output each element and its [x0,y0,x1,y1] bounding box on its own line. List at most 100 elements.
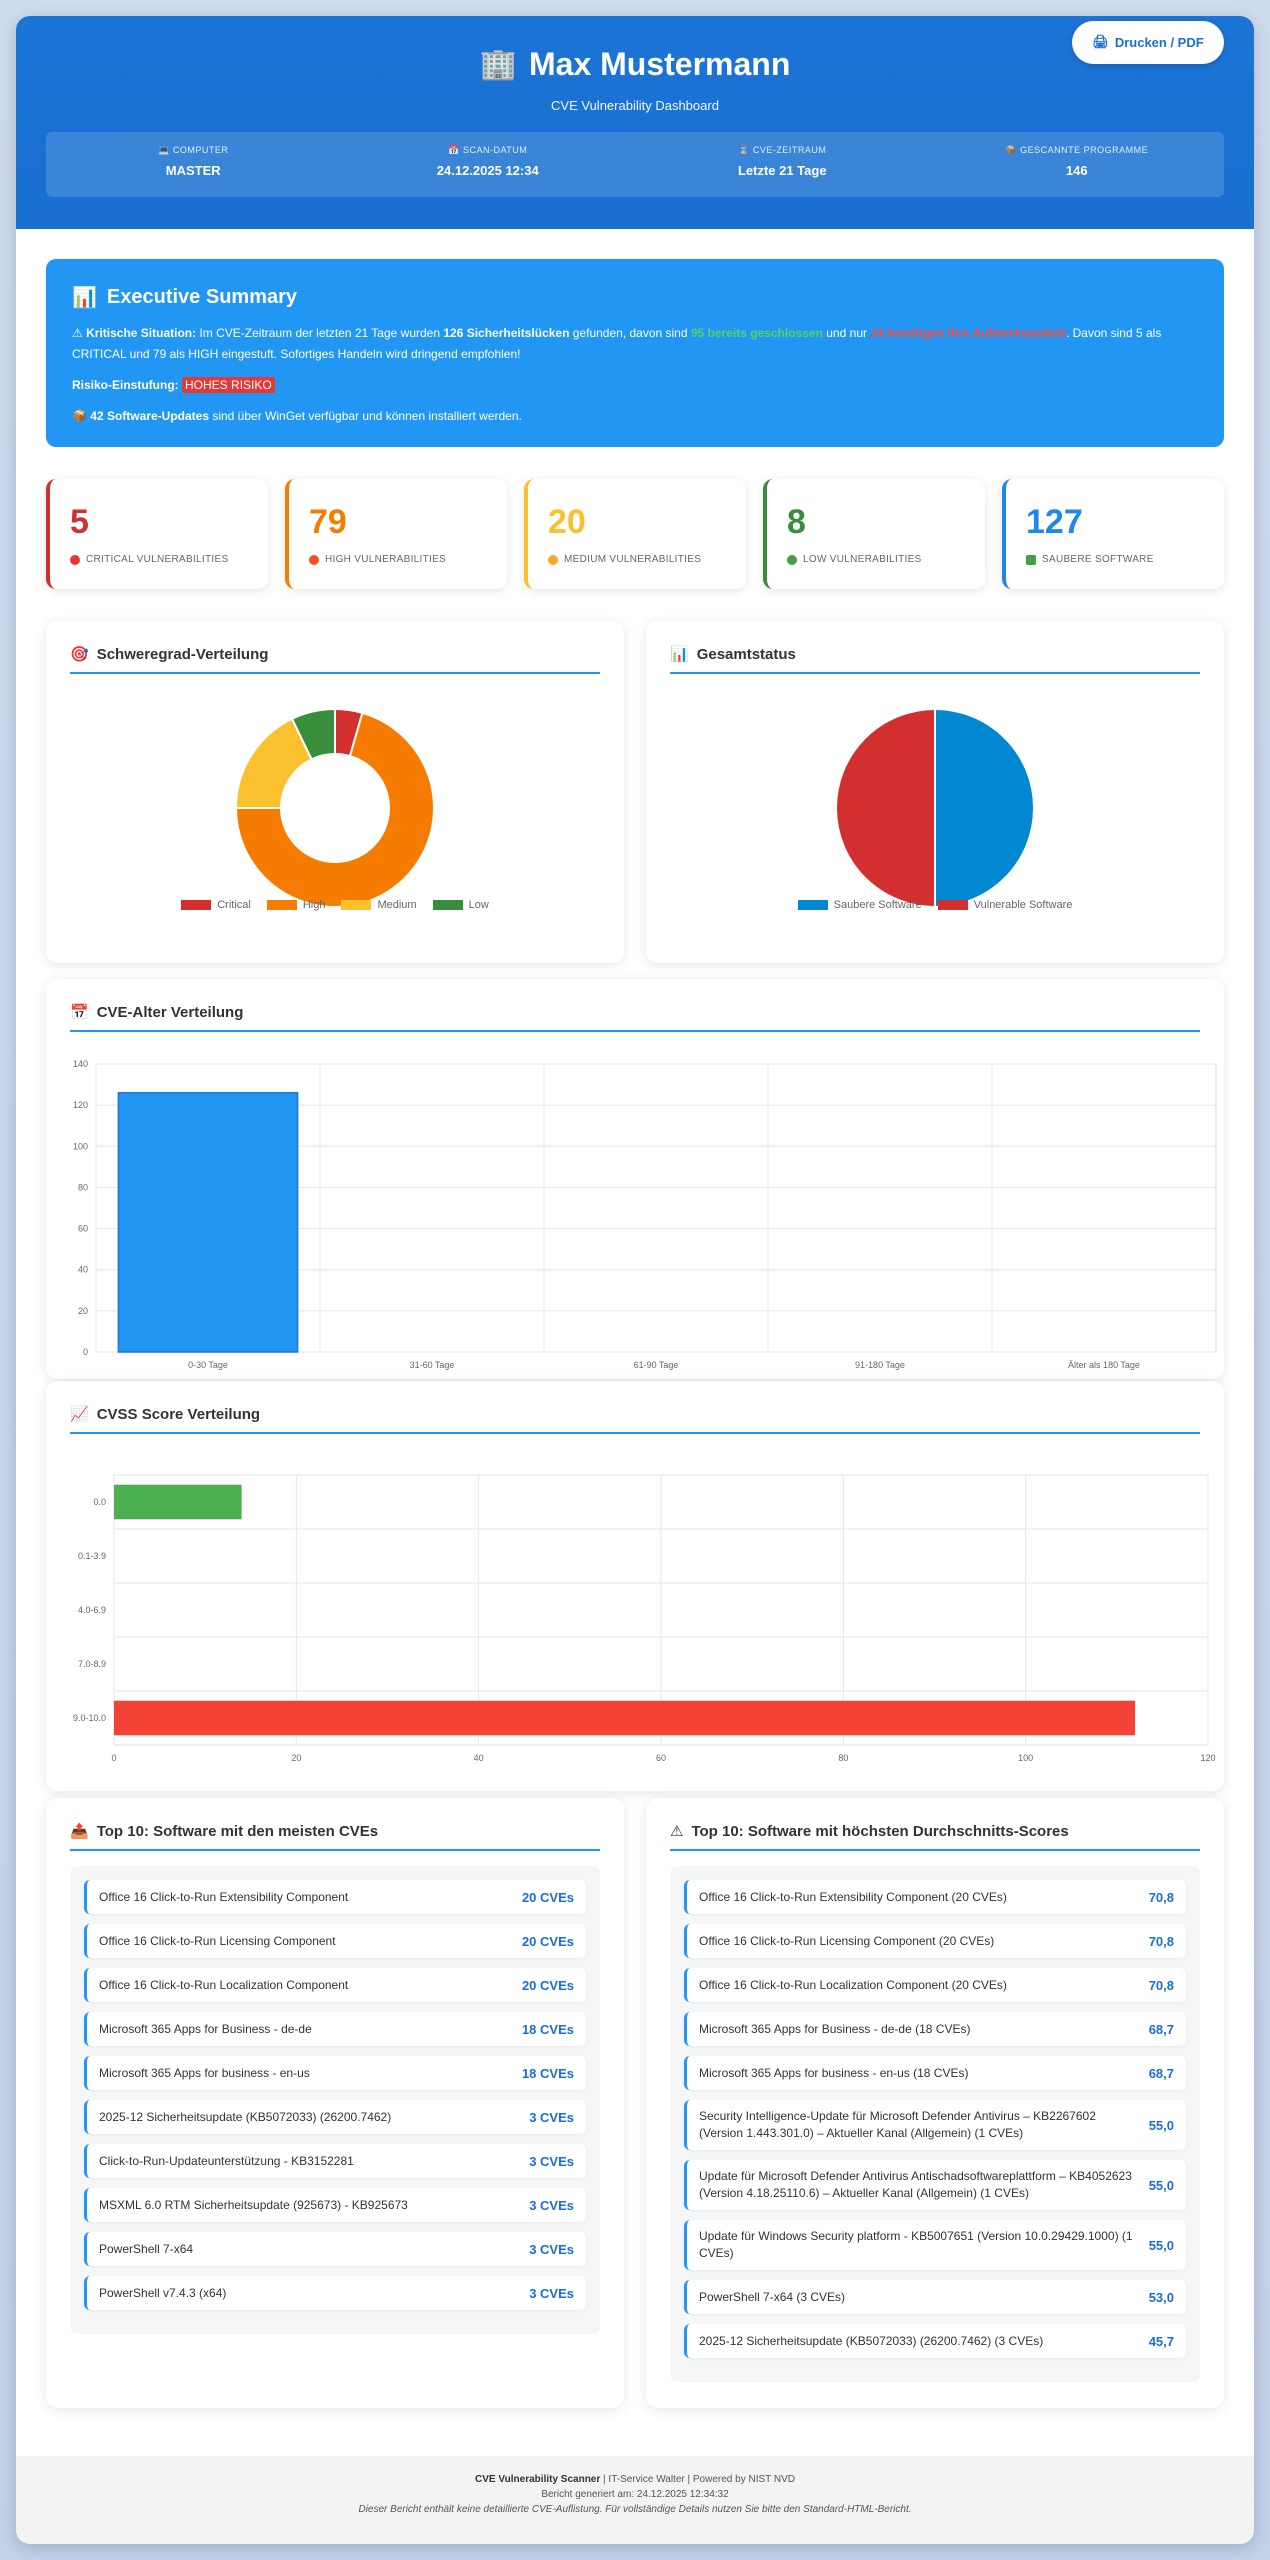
x-tick-label: 20 [291,1753,301,1763]
list-item: Office 16 Click-to-Run Localization Comp… [84,1968,586,2002]
report-footer: CVE Vulnerability Scanner | IT-Service W… [16,2456,1254,2544]
legend-swatch [797,900,828,910]
list-item: 2025-12 Sicherheitsupdate (KB5072033) (2… [684,2324,1186,2358]
hourglass-icon: ⌛ [738,146,750,156]
legend-label: Vulnerable Software [973,899,1073,911]
summary-title-text: Executive Summary [106,285,298,308]
calendar-icon: 📅 [70,1003,89,1021]
list-item-name: Microsoft 365 Apps for business - en-us [99,2065,310,2080]
y-tick-label: 140 [73,1059,88,1069]
list-item-name: PowerShell v7.4.3 (x64) [99,2285,227,2300]
severity-panel-title: 🎯 Schweregrad-Verteilung [70,645,600,674]
status-legend: Saubere Software Vulnerable Software [646,899,1224,911]
list-item-value: 3 CVEs [529,2285,574,2301]
list-item-name: Microsoft 365 Apps for business - en-us … [699,2065,969,2080]
list-item-name: Office 16 Click-to-Run Extensibility Com… [699,1889,1007,1904]
print-label: Drucken / PDF [1114,35,1204,50]
bar [117,1092,299,1353]
legend-item: Saubere Software [797,899,922,911]
x-tick-label: 91-180 Tage [855,1360,905,1370]
situation-text-c: und nur [822,326,871,340]
trend-chart-icon: 📈 [70,1405,89,1423]
list-item-name: Update für Microsoft Defender Antivirus … [699,2169,1132,2200]
x-tick-label: 60 [656,1753,666,1763]
severity-slice-high [234,711,435,908]
y-tick-label: 100 [73,1141,88,1151]
stat-card-high: 79 HIGH VULNERABILITIES [285,479,507,589]
office-building-icon: 🏢 [479,47,517,82]
cvss-panel-title: 📈 CVSS Score Verteilung [70,1405,1200,1434]
cve-age-panel-title: 📅 CVE-Alter Verteilung [70,1003,1200,1032]
list-item: Office 16 Click-to-Run Licensing Compone… [684,1924,1186,1958]
list-item-value: 20 CVEs [521,1977,574,1993]
print-pdf-button[interactable]: 🖨 Drucken / PDF [1072,21,1224,64]
yellow-dot-icon [548,554,558,565]
list-item: Security Intelligence-Update für Microso… [684,2100,1186,2150]
cvss-title-text: CVSS Score Verteilung [96,1405,261,1423]
list-item-name: Security Intelligence-Update für Microso… [699,2109,1096,2140]
page-title: 🏢 Max Mustermann [16,46,1254,83]
updates-info: 📦 42 Software-Updates sind über WinGet v… [72,406,1198,427]
top-scores-list: Office 16 Click-to-Run Extensibility Com… [670,1866,1200,2382]
info-value: 24.12.2025 12:34 [436,163,539,178]
info-computer: 💻 Computer MASTER [46,132,341,197]
status-slice-vulnerable-software [835,707,936,909]
stat-label: SAUBERE SOFTWARE [1026,554,1224,565]
x-tick-label: 100 [1018,1753,1033,1763]
severity-slice-low [290,707,336,761]
stat-label-text: SAUBERE SOFTWARE [1042,554,1154,565]
legend-label: Low [468,899,489,911]
printer-icon: 🖨 [1092,35,1109,50]
list-item-value: 18 CVEs [521,2021,574,2037]
situation-text-b: gefunden, davon sind [569,326,691,340]
list-item-value: 70,8 [1148,1977,1174,1993]
list-item: Microsoft 365 Apps for Business - de-de … [684,2012,1186,2046]
status-pie-chart [835,707,1035,909]
cve-age-title-text: CVE-Alter Verteilung [96,1003,244,1021]
list-item: Update für Microsoft Defender Antivirus … [684,2160,1186,2210]
green-dot-icon [787,554,797,565]
summary-situation: ⚠ Kritische Situation: Im CVE-Zeitraum d… [72,323,1198,365]
calendar-icon: 📅 [448,146,460,156]
list-item-name: MSXML 6.0 RTM Sicherheitsupdate (925673)… [99,2197,408,2212]
list-item-name: Office 16 Click-to-Run Licensing Compone… [699,1933,995,1948]
list-item: Update für Windows Security platform - K… [684,2220,1186,2270]
legend-item: Critical [181,899,251,911]
check-box-icon [1026,554,1036,565]
list-item-name: Office 16 Click-to-Run Extensibility Com… [99,1889,349,1904]
list-item: Microsoft 365 Apps for business - en-us … [684,2056,1186,2090]
list-item: Office 16 Click-to-Run Extensibility Com… [684,1880,1186,1914]
legend-label: Medium [377,899,417,911]
stat-value: 8 [787,503,806,541]
stat-card-low: 8 LOW VULNERABILITIES [763,479,985,589]
legend-label: Saubere Software [833,899,922,911]
list-item: Microsoft 365 Apps for Business - de-de 1… [84,2012,586,2046]
stat-value: 127 [1026,503,1083,541]
orange-dot-icon [309,554,319,565]
stat-label-text: MEDIUM VULNERABILITIES [564,554,702,565]
y-tick-label: 7.0-8.9 [78,1659,106,1669]
stat-card-critical: 5 CRITICAL VULNERABILITIES [46,479,268,589]
x-tick-label: 0-30 Tage [188,1360,228,1370]
list-item-value: 70,8 [1148,1933,1174,1949]
list-item-name: Office 16 Click-to-Run Localization Comp… [99,1977,349,1992]
risk-rating: Risiko-Einstufung: HOHES RISIKO [72,375,1198,396]
cve-age-bar-chart: 0 20 40 60 80 100 120 140 0-30 Tage 31-60 Tage 61-… [73,1059,1217,1370]
x-tick-label: 61-90 Tage [634,1360,679,1370]
legend-label: Critical [217,899,251,911]
legend-swatch [181,900,212,910]
info-label: Computer [172,145,229,155]
stat-label: HIGH VULNERABILITIES [309,554,507,565]
list-item-name: Microsoft 365 Apps for Business - de-de … [699,2021,971,2036]
list-item-value: 20 CVEs [521,1933,574,1949]
y-tick-label: 40 [78,1265,88,1275]
severity-title-text: Schweregrad-Verteilung [96,645,269,663]
x-tick-label: 0 [111,1753,116,1763]
stat-value: 79 [309,503,347,541]
footer-credits-text: | IT-Service Walter | Powered by NIST NV… [600,2474,795,2485]
page-title-text: Max Mustermann [528,46,791,82]
list-item-value: 55,0 [1148,2117,1174,2133]
top-scores-panel-title: ⚠ Top 10: Software mit höchsten Durchsch… [670,1822,1200,1851]
footer-note: Dieser Bericht enthält keine detailliert… [16,2502,1254,2517]
severity-legend: Critical High Medium Low [46,899,624,911]
